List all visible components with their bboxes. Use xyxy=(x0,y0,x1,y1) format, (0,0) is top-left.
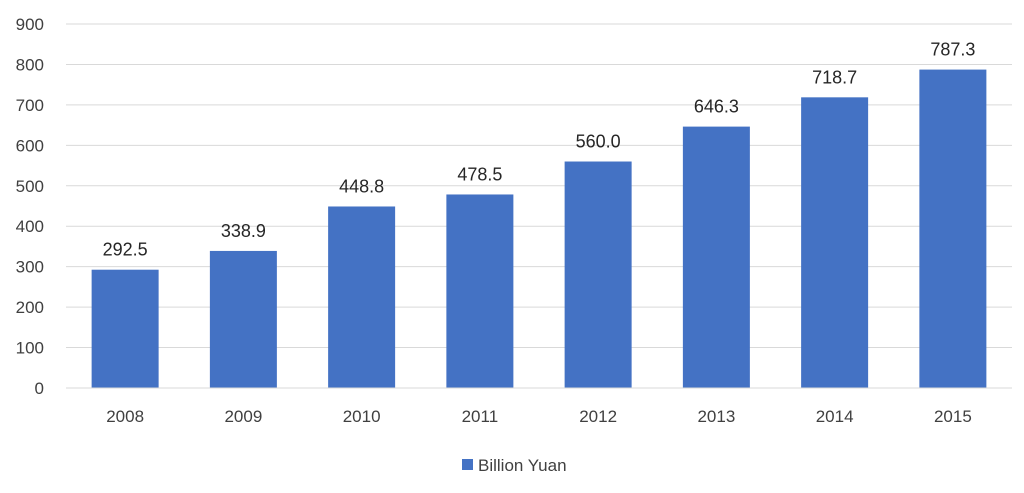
y-tick-label: 200 xyxy=(16,298,44,317)
x-tick-label: 2014 xyxy=(816,407,854,426)
legend-label: Billion Yuan xyxy=(478,456,567,475)
legend: Billion Yuan xyxy=(462,456,567,475)
x-tick-label: 2013 xyxy=(697,407,735,426)
data-label: 787.3 xyxy=(930,40,975,60)
x-tick-label: 2010 xyxy=(343,407,381,426)
y-tick-label: 700 xyxy=(16,96,44,115)
data-label: 478.5 xyxy=(457,164,502,184)
bar xyxy=(91,269,159,388)
x-axis-tick-labels: 2008 2009 2010 2011 2012 2013 2014 2015 xyxy=(106,407,972,426)
y-tick-label: 300 xyxy=(16,258,44,277)
x-tick-label: 2015 xyxy=(934,407,972,426)
bar xyxy=(564,161,632,388)
x-tick-label: 2008 xyxy=(106,407,144,426)
x-tick-label: 2012 xyxy=(579,407,617,426)
y-axis-tick-labels: 0 100 200 300 400 500 600 700 800 900 xyxy=(16,15,44,398)
y-tick-label: 400 xyxy=(16,217,44,236)
bars xyxy=(91,69,987,389)
y-tick-label: 0 xyxy=(35,379,44,398)
x-tick-label: 2009 xyxy=(224,407,262,426)
data-label: 646.3 xyxy=(694,97,739,117)
y-tick-label: 800 xyxy=(16,55,44,74)
bar xyxy=(919,69,987,389)
data-label: 448.8 xyxy=(339,176,384,196)
bar xyxy=(801,97,869,388)
gridlines xyxy=(66,23,1012,349)
data-label: 292.5 xyxy=(103,240,148,260)
bar xyxy=(682,126,750,389)
y-tick-label: 600 xyxy=(16,136,44,155)
x-tick-label: 2011 xyxy=(462,407,499,426)
data-label: 560.0 xyxy=(576,132,621,152)
y-tick-label: 100 xyxy=(16,339,44,358)
data-labels: 292.5 338.9 448.8 478.5 560.0 646.3 718.7 787.3 xyxy=(103,40,976,260)
bar xyxy=(446,194,514,388)
bar xyxy=(328,206,396,388)
legend-swatch xyxy=(462,459,473,470)
data-label: 338.9 xyxy=(221,221,266,241)
y-tick-label: 900 xyxy=(16,15,44,34)
y-tick-label: 500 xyxy=(16,177,44,196)
bar xyxy=(209,250,277,388)
data-label: 718.7 xyxy=(812,67,857,87)
